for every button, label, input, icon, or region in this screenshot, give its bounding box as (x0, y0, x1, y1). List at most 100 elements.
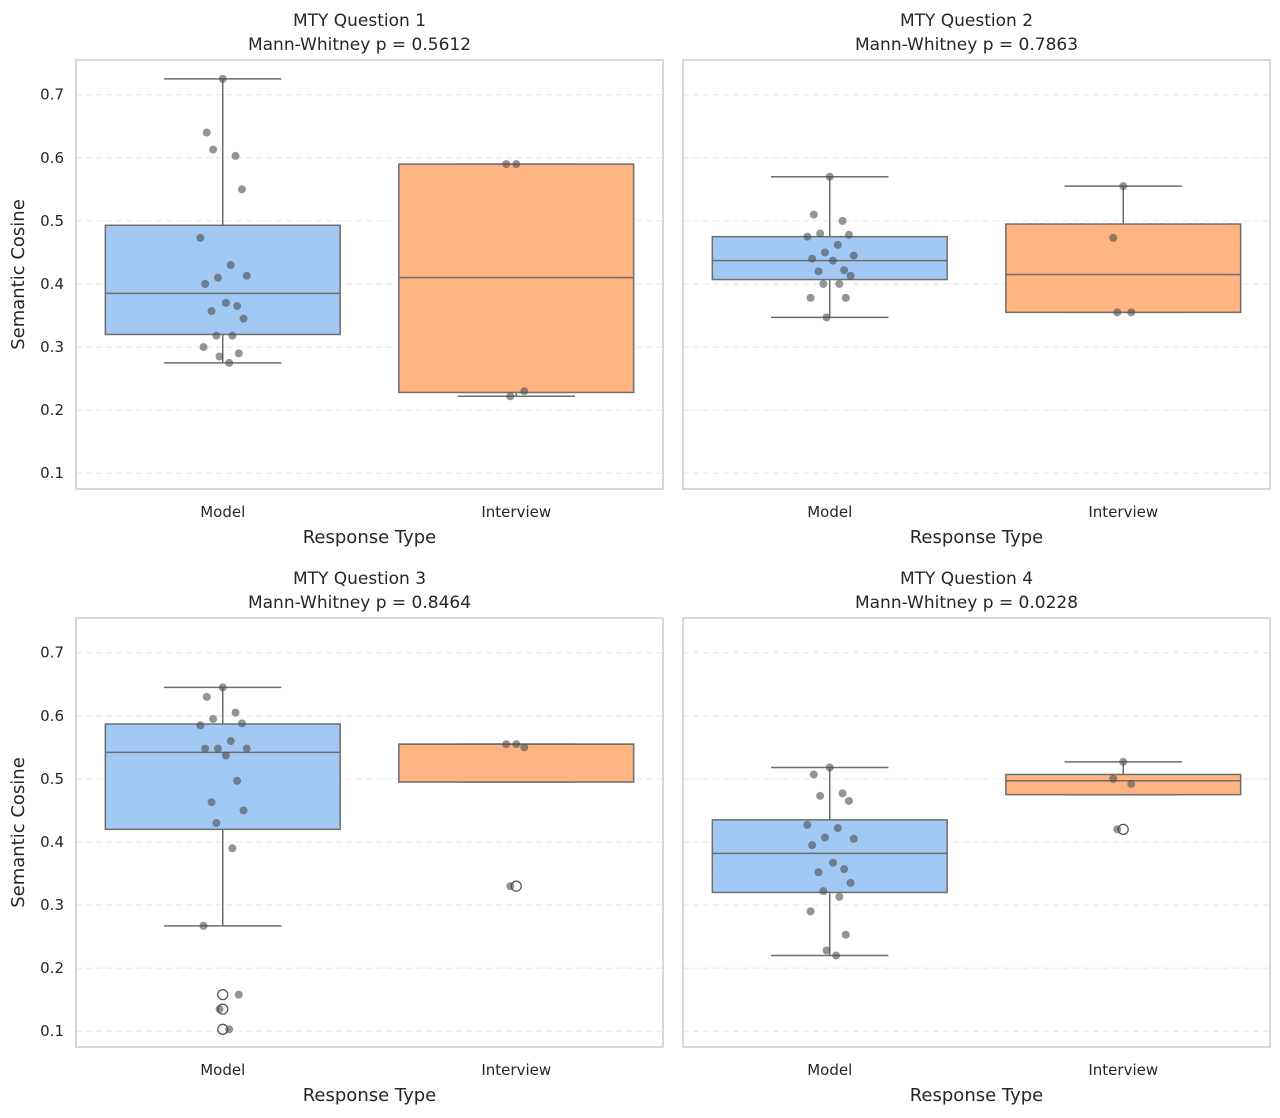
box-model (104, 78, 341, 364)
subplot-1: 0.1 0.2 0.3 0.4 0.5 0.6 0.7 MTY Question 1 Mann-… (8, 11, 664, 548)
subplot-subtitle: Mann-Whitney p = 0.5612 (248, 35, 471, 55)
data-point (840, 865, 849, 874)
data-point (840, 266, 849, 275)
data-point (806, 907, 815, 916)
data-point (231, 151, 240, 160)
data-point (201, 744, 210, 753)
data-point (242, 744, 251, 753)
data-point (239, 314, 248, 323)
axes-frame (682, 59, 1271, 490)
data-point (808, 254, 817, 263)
x-axis-label: Response Type (910, 527, 1044, 548)
data-point (819, 279, 828, 288)
axes-frame (75, 617, 664, 1048)
x-tick-label: Interview (481, 503, 551, 521)
data-point (1127, 308, 1136, 317)
data-point (196, 721, 205, 730)
data-point (838, 789, 847, 798)
y-tick-label: 0.4 (40, 275, 64, 293)
box-iqr (104, 723, 341, 831)
data-point (520, 387, 529, 396)
box-model (104, 686, 341, 1035)
box-iqr (104, 224, 341, 336)
data-point (202, 692, 211, 701)
axes-frame (75, 59, 664, 490)
data-point (520, 743, 529, 752)
data-point (803, 820, 812, 829)
data-point (209, 145, 218, 154)
x-axis-label: Response Type (910, 1085, 1044, 1106)
data-point (1113, 825, 1122, 834)
data-point (814, 868, 823, 877)
data-point (849, 251, 858, 260)
y-tick-label: 0.6 (40, 149, 64, 167)
data-point (844, 796, 853, 805)
y-tick-label: 0.7 (40, 644, 64, 662)
data-point (1113, 308, 1122, 317)
y-tick-label: 0.5 (40, 770, 64, 788)
box-iqr (1005, 773, 1242, 796)
data-point (199, 921, 208, 930)
x-axis-label: Response Type (303, 1085, 437, 1106)
subplot-subtitle: Mann-Whitney p = 0.8464 (248, 593, 471, 613)
data-point (820, 833, 829, 842)
data-point (814, 267, 823, 276)
y-tick-label: 0.2 (40, 959, 64, 977)
data-point (199, 343, 208, 352)
data-point (1119, 757, 1128, 766)
x-tick-label: Model (807, 503, 852, 521)
box-iqr (1005, 223, 1242, 314)
data-point (841, 930, 850, 939)
subplot-subtitle: Mann-Whitney p = 0.7863 (855, 35, 1078, 55)
x-tick-label: Model (200, 1061, 245, 1079)
data-point (1109, 774, 1118, 783)
data-point (849, 834, 858, 843)
box-model (711, 175, 948, 319)
x-tick-label: Interview (1088, 503, 1158, 521)
data-point (506, 882, 515, 891)
data-point (828, 256, 837, 265)
data-point (803, 232, 812, 241)
data-point (816, 229, 825, 238)
data-point (226, 261, 235, 270)
box-interview (1005, 761, 1242, 835)
data-point (502, 160, 511, 169)
data-point (844, 230, 853, 239)
data-point (221, 298, 230, 307)
data-point (838, 216, 847, 225)
subplot-title: MTY Question 2 (900, 11, 1033, 31)
data-point (809, 770, 818, 779)
data-point (1109, 233, 1118, 242)
data-point (225, 1025, 234, 1034)
data-point (215, 1005, 224, 1014)
y-tick-label: 0.5 (40, 212, 64, 230)
y-tick-label: 0.1 (40, 464, 64, 482)
data-point (822, 313, 831, 322)
data-point (806, 293, 815, 302)
data-point (841, 293, 850, 302)
data-point (846, 271, 855, 280)
data-point (833, 824, 842, 833)
box-interview (1005, 185, 1242, 314)
y-tick-label: 0.6 (40, 707, 64, 725)
y-tick-label: 0.2 (40, 401, 64, 419)
data-point (835, 279, 844, 288)
data-point (218, 74, 227, 83)
subplot-2: MTY Question 2 Mann-Whitney p = 0.7863 Mod… (682, 11, 1271, 548)
data-point (835, 892, 844, 901)
box-interview (398, 743, 635, 892)
data-point (237, 185, 246, 194)
subplot-title: MTY Question 4 (900, 569, 1033, 589)
y-tick-label: 0.4 (40, 833, 64, 851)
box-iqr (711, 819, 948, 894)
subplot-subtitle: Mann-Whitney p = 0.0228 (855, 593, 1078, 613)
data-point (237, 719, 246, 728)
outlier-marker (217, 988, 229, 1001)
data-point (233, 302, 242, 311)
y-tick-label: 0.1 (40, 1022, 64, 1040)
data-point (212, 819, 221, 828)
data-point (1119, 182, 1128, 191)
data-point (506, 392, 515, 401)
y-axis-label: Semantic Cosine (8, 757, 29, 908)
